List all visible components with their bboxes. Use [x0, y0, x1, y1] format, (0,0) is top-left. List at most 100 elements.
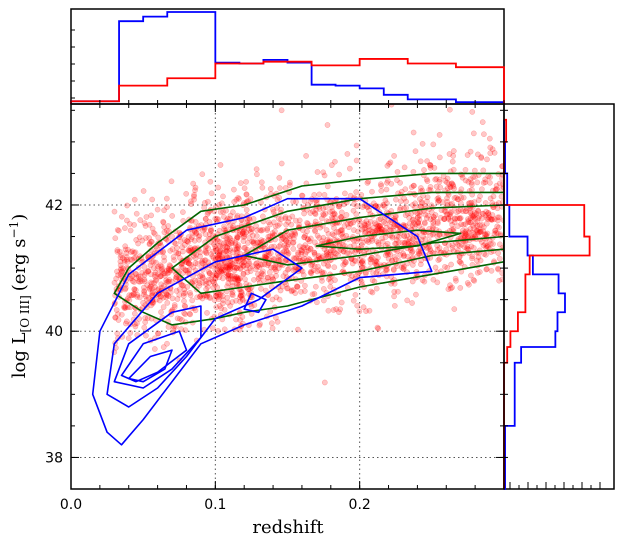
scatter-point: [423, 176, 430, 183]
scatter-point: [251, 276, 257, 283]
scatter-point: [432, 264, 439, 271]
scatter-point: [451, 306, 458, 312]
scatter-point: [302, 242, 309, 248]
scatter-point: [478, 228, 484, 235]
scatter-point: [406, 235, 413, 242]
scatter-point: [243, 207, 250, 213]
scatter-point: [241, 231, 248, 238]
scatter-point: [292, 290, 299, 296]
scatter-point: [380, 202, 387, 209]
scatter-point: [320, 286, 327, 292]
scatter-point: [319, 253, 326, 260]
scatter-point: [462, 177, 469, 184]
scatter-point: [261, 261, 268, 268]
scatter-point: [292, 230, 299, 236]
scatter-point: [323, 250, 330, 256]
scatter-point: [237, 298, 243, 305]
scatter-point: [423, 215, 430, 221]
scatter-point: [262, 287, 269, 294]
scatter-point: [242, 276, 248, 283]
scatter-point: [217, 243, 224, 250]
scatter-point: [477, 257, 484, 264]
scatter-point: [325, 262, 331, 269]
scatter-point: [470, 214, 477, 221]
scatter-point: [370, 200, 377, 207]
scatter-point: [470, 213, 477, 219]
scatter-point: [131, 196, 138, 203]
scatter-point: [304, 228, 310, 235]
scatter-point: [421, 278, 428, 285]
scatter-point: [474, 179, 481, 186]
scatter-point: [483, 220, 490, 227]
scatter-point: [409, 202, 416, 208]
scatter-point: [274, 205, 280, 211]
main-gridlines: [71, 104, 504, 489]
scatter-point: [388, 180, 395, 187]
scatter-point: [353, 211, 360, 218]
scatter-point: [330, 307, 337, 313]
scatter-point: [416, 223, 423, 229]
scatter-point: [213, 293, 219, 300]
scatter-point: [389, 233, 395, 239]
scatter-point: [475, 225, 482, 232]
scatter-point: [244, 262, 251, 269]
scatter-point: [387, 223, 393, 230]
scatter-point: [204, 211, 211, 217]
scatter-point: [142, 223, 149, 229]
scatter-point: [397, 179, 403, 186]
scatter-point: [436, 197, 442, 203]
scatter-point: [392, 212, 399, 219]
scatter-point: [291, 229, 298, 235]
scatter-point: [373, 221, 380, 228]
scatter-point: [143, 214, 150, 220]
scatter-point: [322, 210, 329, 217]
scatter-point: [273, 273, 279, 279]
scatter-point: [291, 255, 298, 262]
scatter-point: [442, 208, 449, 215]
scatter-point: [336, 309, 342, 315]
scatter-point: [184, 284, 191, 290]
scatter-point: [389, 234, 396, 241]
scatter-point: [230, 209, 236, 215]
scatter-point: [114, 248, 121, 255]
scatter-point: [347, 192, 354, 199]
scatter-point: [234, 280, 241, 287]
scatter-point: [227, 303, 233, 309]
scatter-point: [338, 299, 345, 306]
scatter-point: [384, 162, 391, 169]
scatter-point: [471, 167, 478, 174]
scatter-point: [456, 215, 463, 222]
scatter-point: [359, 257, 366, 264]
scatter-point: [491, 230, 498, 237]
scatter-point: [339, 227, 345, 234]
scatter-point: [489, 146, 496, 153]
scatter-point: [367, 259, 374, 266]
scatter-point: [373, 238, 380, 245]
scatter-point: [484, 156, 490, 163]
scatter-point: [237, 265, 244, 272]
scatter-point: [231, 186, 237, 193]
scatter-point: [475, 208, 481, 215]
scatter-point: [203, 286, 209, 293]
scatter-point: [422, 203, 429, 209]
scatter-point: [406, 215, 413, 221]
scatter-point: [232, 264, 238, 271]
scatter-point: [341, 223, 348, 229]
scatter-point: [277, 185, 283, 191]
scatter-point: [422, 236, 429, 242]
scatter-point: [305, 247, 312, 254]
scatter-point: [277, 256, 284, 263]
scatter-point: [351, 201, 357, 207]
scatter-point: [247, 196, 254, 202]
scatter-point: [381, 203, 388, 210]
scatter-point: [394, 169, 401, 175]
scatter-point: [361, 222, 368, 228]
scatter-point: [354, 203, 360, 209]
scatter-point: [450, 226, 457, 232]
scatter-point: [458, 260, 465, 267]
scatter-point: [290, 287, 297, 293]
scatter-point: [359, 258, 365, 265]
scatter-point: [441, 216, 447, 222]
scatter-point: [446, 211, 453, 218]
scatter-point: [432, 212, 439, 218]
